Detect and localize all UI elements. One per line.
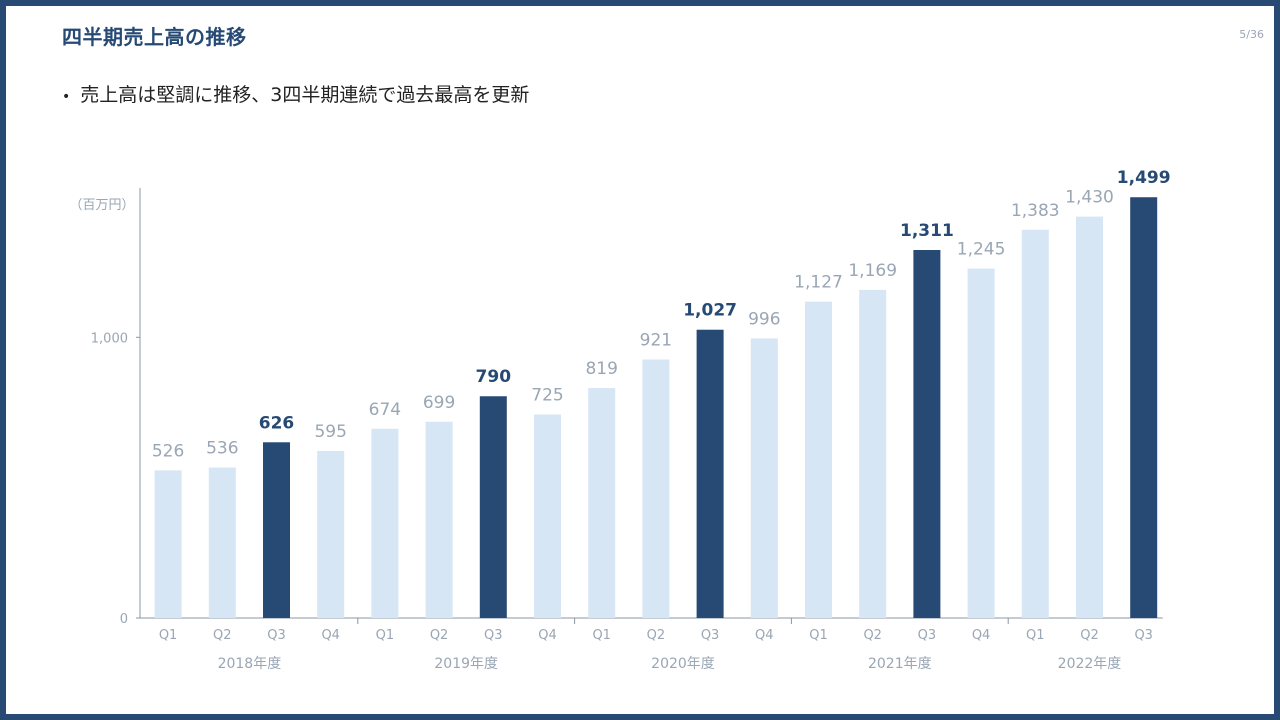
bar bbox=[208, 467, 236, 618]
bar bbox=[1130, 197, 1158, 618]
bar-value-label: 595 bbox=[314, 422, 346, 442]
bar-value-label: 819 bbox=[585, 359, 617, 379]
bar-value-label: 725 bbox=[531, 385, 563, 405]
bar-value-label: 526 bbox=[152, 441, 184, 461]
bullet-point: • 売上高は堅調に推移、3四半期連続で過去最高を更新 bbox=[62, 80, 529, 107]
fiscal-year-label: 2021年度 bbox=[868, 656, 932, 672]
page-number: 5/36 bbox=[1239, 28, 1264, 41]
bar bbox=[750, 338, 778, 618]
x-tick-label: Q3 bbox=[918, 628, 937, 643]
bar bbox=[1021, 229, 1049, 618]
x-tick-label: Q2 bbox=[1080, 628, 1099, 643]
fiscal-year-label: 2020年度 bbox=[651, 656, 715, 672]
slide-title: 四半期売上高の推移 bbox=[62, 25, 247, 49]
bar-value-label: 1,430 bbox=[1065, 188, 1114, 208]
x-tick-label: Q3 bbox=[1134, 628, 1153, 643]
x-tick-label: Q1 bbox=[376, 628, 395, 643]
bar bbox=[1076, 216, 1103, 618]
bar-value-label: 626 bbox=[259, 413, 295, 433]
bar-value-label: 790 bbox=[476, 367, 512, 387]
x-tick-label: Q1 bbox=[159, 628, 178, 643]
bar-value-label: 536 bbox=[206, 439, 238, 459]
x-tick-label: Q1 bbox=[592, 628, 611, 643]
bar bbox=[263, 442, 290, 618]
bar-value-label: 1,499 bbox=[1117, 168, 1171, 188]
x-tick-label: Q3 bbox=[701, 628, 720, 643]
x-tick-label: Q3 bbox=[267, 628, 286, 643]
bar-value-label: 674 bbox=[369, 400, 401, 420]
x-tick-label: Q2 bbox=[863, 628, 882, 643]
x-tick-label: Q4 bbox=[321, 628, 340, 643]
x-tick-label: Q2 bbox=[647, 628, 666, 643]
bar-value-label: 1,311 bbox=[900, 221, 954, 241]
bar-value-label: 921 bbox=[640, 330, 672, 350]
bar bbox=[317, 450, 345, 618]
bullet-text: 売上高は堅調に推移、3四半期連続で過去最高を更新 bbox=[80, 84, 530, 106]
bar bbox=[805, 301, 832, 618]
bar bbox=[588, 388, 616, 618]
x-tick-label: Q4 bbox=[972, 628, 991, 643]
fiscal-year-label: 2022年度 bbox=[1058, 656, 1122, 672]
bar-value-label: 1,245 bbox=[957, 240, 1006, 260]
x-tick-label: Q2 bbox=[430, 628, 449, 643]
bar-value-label: 1,169 bbox=[848, 261, 897, 281]
y-tick-label: 0 bbox=[120, 612, 128, 627]
unit-label: （百万円） bbox=[69, 198, 134, 213]
x-tick-label: Q2 bbox=[213, 628, 232, 643]
bar-value-label: 699 bbox=[423, 393, 455, 413]
bar bbox=[425, 421, 453, 618]
bar-value-label: 1,027 bbox=[683, 301, 737, 321]
bullet-dot-icon: • bbox=[62, 89, 71, 105]
bar bbox=[859, 289, 887, 618]
bar bbox=[534, 414, 561, 618]
x-tick-label: Q1 bbox=[809, 628, 828, 643]
bar bbox=[154, 470, 182, 618]
x-tick-label: Q4 bbox=[755, 628, 774, 643]
bar bbox=[913, 250, 941, 618]
x-tick-label: Q1 bbox=[1026, 628, 1045, 643]
bar-value-label: 1,127 bbox=[794, 273, 843, 293]
bar bbox=[642, 359, 670, 618]
fiscal-year-label: 2018年度 bbox=[218, 656, 282, 672]
fiscal-year-label: 2019年度 bbox=[434, 656, 498, 672]
bar bbox=[696, 329, 724, 618]
bar-value-label: 996 bbox=[748, 309, 780, 329]
bar bbox=[967, 268, 995, 618]
x-tick-label: Q3 bbox=[484, 628, 503, 643]
bar-value-label: 1,383 bbox=[1011, 201, 1060, 221]
x-tick-label: Q4 bbox=[538, 628, 557, 643]
y-tick-label: 1,000 bbox=[91, 331, 128, 346]
bar bbox=[479, 396, 507, 618]
bar bbox=[371, 428, 399, 618]
